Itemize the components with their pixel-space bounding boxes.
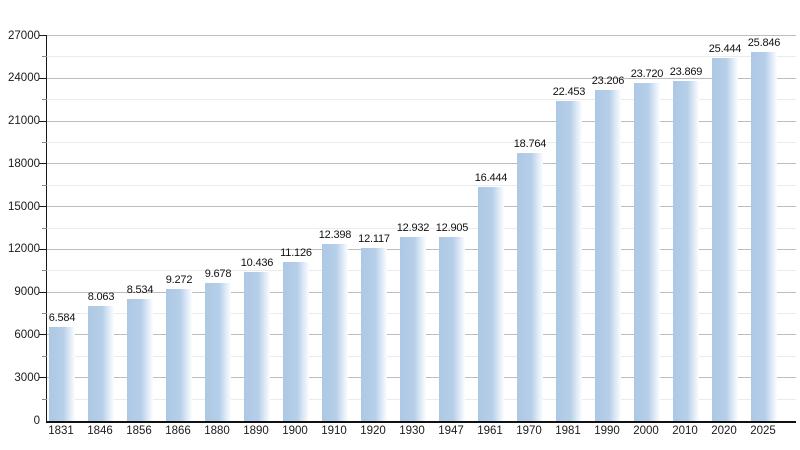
bar-value-label: 11.126 bbox=[280, 247, 312, 260]
bar-value-label: 22.453 bbox=[552, 85, 586, 98]
minor-gridline bbox=[47, 227, 796, 229]
y-axis-minor-tick bbox=[42, 227, 47, 229]
y-axis-tick-label: 24000 bbox=[8, 72, 40, 85]
x-axis-tick-label: 2010 bbox=[672, 425, 698, 437]
x-axis-tick-label: 1856 bbox=[126, 425, 152, 437]
minor-gridline bbox=[47, 141, 796, 143]
bar bbox=[400, 236, 426, 421]
plot-area: 6.584 8.063 8.534 9.272 9.678 10.436 11.126 12.… bbox=[39, 35, 796, 423]
y-axis-tick-label: 6000 bbox=[14, 328, 40, 341]
bar bbox=[712, 58, 738, 421]
y-axis-minor-tick bbox=[42, 141, 47, 143]
y-axis-minor-tick bbox=[42, 398, 47, 400]
y-axis-major-tick bbox=[39, 35, 47, 36]
y-axis-tick-label: 12000 bbox=[8, 243, 40, 256]
y-axis-tick-label: 15000 bbox=[8, 200, 40, 213]
x-axis-tick-label: 1910 bbox=[321, 425, 347, 437]
major-gridline bbox=[47, 35, 796, 36]
y-axis-major-tick bbox=[39, 334, 47, 336]
y-axis-minor-tick bbox=[42, 56, 47, 58]
x-axis-tick-label: 2025 bbox=[750, 425, 776, 437]
x-axis-tick-label: 1920 bbox=[360, 425, 386, 437]
bar bbox=[439, 236, 465, 421]
y-axis-tick-label: 18000 bbox=[8, 157, 40, 170]
bar-value-label: 12.932 bbox=[396, 221, 430, 234]
y-axis-minor-tick bbox=[42, 99, 47, 101]
y-axis-major-tick bbox=[39, 377, 47, 379]
y-axis-minor-tick bbox=[42, 313, 47, 315]
x-axis-tick-label: 1890 bbox=[243, 425, 269, 437]
bar bbox=[556, 100, 582, 421]
bar-value-label: 25.444 bbox=[708, 43, 742, 56]
bar-value-label: 6.584 bbox=[48, 312, 76, 325]
x-axis-tick-label: 1866 bbox=[165, 425, 191, 437]
minor-gridline bbox=[47, 184, 796, 186]
y-axis-major-tick bbox=[39, 206, 47, 208]
bar-value-label: 12.117 bbox=[358, 233, 390, 246]
bar bbox=[478, 186, 504, 421]
bar bbox=[361, 248, 387, 421]
bar bbox=[49, 327, 75, 421]
y-axis-minor-tick bbox=[42, 355, 47, 357]
bar bbox=[205, 283, 231, 421]
bar-value-label: 16.444 bbox=[474, 171, 508, 184]
bar-value-label: 8.534 bbox=[126, 284, 154, 297]
bar-value-label: 23.206 bbox=[591, 75, 625, 88]
y-axis-minor-tick bbox=[42, 270, 47, 272]
bar bbox=[673, 80, 699, 421]
bar-value-label: 9.678 bbox=[204, 268, 232, 280]
bar-value-label: 23.720 bbox=[630, 67, 664, 80]
major-gridline bbox=[47, 163, 796, 165]
bar bbox=[322, 244, 348, 421]
bar bbox=[751, 52, 777, 421]
minor-gridline bbox=[47, 56, 796, 58]
y-axis-tick-label: 21000 bbox=[8, 115, 40, 128]
bar-value-label: 9.272 bbox=[165, 273, 193, 286]
x-axis-tick-label: 1880 bbox=[204, 425, 230, 437]
x-axis-tick-label: 1990 bbox=[594, 425, 620, 437]
y-axis-major-tick bbox=[39, 291, 47, 293]
bar bbox=[88, 306, 114, 421]
major-gridline bbox=[47, 120, 796, 122]
y-axis-tick-label: 0 bbox=[33, 414, 40, 427]
bar bbox=[166, 288, 192, 421]
y-axis-tick-label: 3000 bbox=[14, 371, 40, 384]
y-axis-major-tick bbox=[39, 77, 47, 79]
bar bbox=[244, 272, 270, 421]
bar-value-label: 12.905 bbox=[435, 221, 469, 234]
bar-value-label: 10.436 bbox=[240, 257, 274, 270]
bar bbox=[127, 299, 153, 421]
bar bbox=[595, 90, 621, 421]
y-axis-minor-tick bbox=[42, 184, 47, 186]
bar-value-label: 8.063 bbox=[87, 291, 115, 304]
x-axis-tick-label: 1930 bbox=[399, 425, 425, 437]
x-axis-tick-label: 2000 bbox=[633, 425, 659, 437]
bar bbox=[283, 262, 309, 421]
bar bbox=[634, 82, 660, 421]
y-axis-tick-label: 9000 bbox=[14, 286, 40, 299]
y-axis-major-tick bbox=[39, 248, 47, 250]
major-gridline bbox=[47, 206, 796, 208]
major-gridline bbox=[47, 77, 796, 79]
x-axis-tick-label: 1900 bbox=[282, 425, 308, 437]
bar-value-label: 23.869 bbox=[669, 65, 703, 78]
x-axis-tick-label: 1981 bbox=[555, 425, 581, 437]
x-axis-tick-label: 1846 bbox=[87, 425, 113, 437]
x-axis-tick-label: 1947 bbox=[438, 425, 464, 437]
bar-value-label: 18.764 bbox=[513, 138, 547, 151]
x-axis-tick-label: 1961 bbox=[477, 425, 503, 437]
x-axis-tick-label: 2020 bbox=[711, 425, 737, 437]
y-axis-major-tick bbox=[39, 163, 47, 165]
x-axis-tick-label: 1970 bbox=[516, 425, 542, 437]
y-axis-major-tick bbox=[39, 120, 47, 122]
bar-value-label: 12.398 bbox=[318, 229, 352, 242]
x-axis-tick-label: 1831 bbox=[48, 425, 74, 437]
bar bbox=[517, 153, 543, 421]
bar-value-label: 25.846 bbox=[747, 37, 781, 50]
y-axis-tick-label: 27000 bbox=[8, 29, 40, 42]
minor-gridline bbox=[47, 99, 796, 101]
